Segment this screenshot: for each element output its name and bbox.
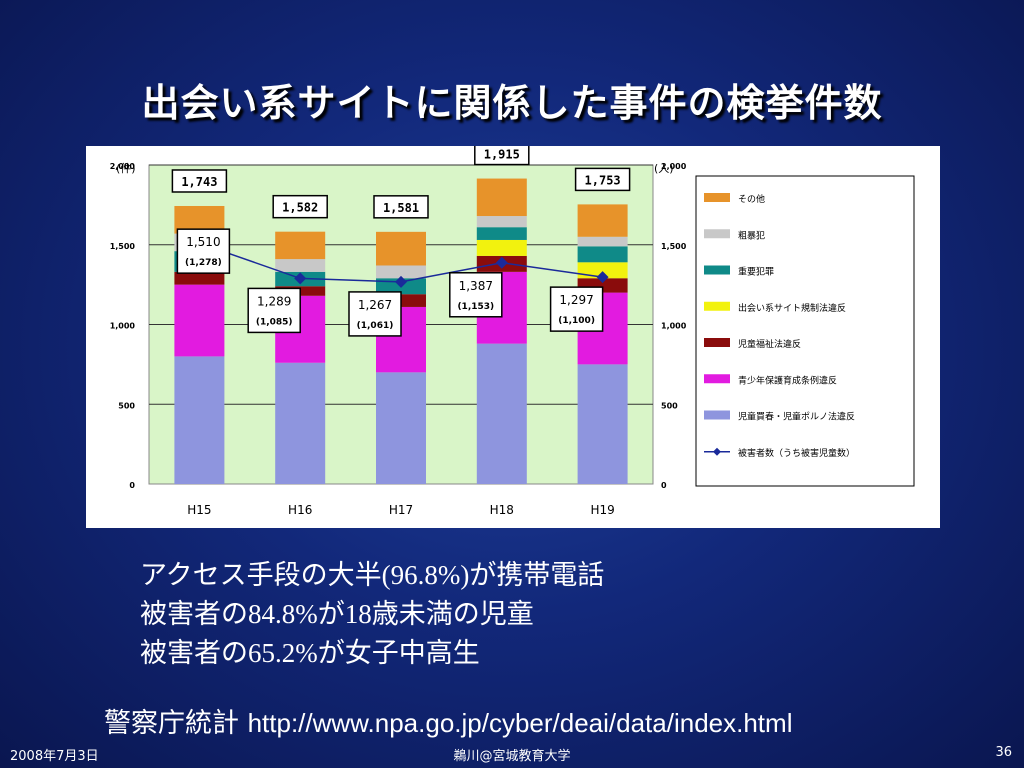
- victims-child-label: (1,153): [457, 302, 494, 312]
- victims-point: [596, 271, 609, 284]
- source-label: 警察庁統計: [104, 708, 239, 739]
- bullet-victims-under-18: 被害者の84.8%が18歳未満の児童: [140, 599, 534, 630]
- y-left-tick-label: 0: [129, 481, 135, 490]
- total-label: 1,582: [282, 201, 318, 215]
- total-label: 1,753: [585, 173, 621, 187]
- bar-segment: [376, 231, 426, 266]
- total-box: [171, 169, 228, 193]
- victims-point: [495, 256, 508, 269]
- bar-segment: [577, 236, 628, 247]
- source-citation: 警察庁統計 http://www.npa.go.jp/cyber/deai/da…: [104, 701, 792, 740]
- legend-label: 児童福祉法違反: [738, 338, 801, 350]
- victims-point: [395, 275, 407, 288]
- bar-segment: [476, 227, 527, 240]
- bar-segment: [577, 364, 628, 484]
- total-box: [574, 167, 631, 192]
- legend-box: [695, 175, 915, 487]
- x-tick-label: H16: [288, 503, 312, 517]
- footer-date: 2008年7月3日: [10, 749, 99, 764]
- page-number: 36: [995, 745, 1012, 760]
- y-left-tick-label: 500: [118, 401, 135, 410]
- legend-swatch: [704, 338, 730, 347]
- bullet-victims-female-students: 被害者の65.2%が女子中高生: [140, 638, 480, 669]
- total-box: [373, 195, 429, 219]
- bar-segment: [275, 259, 326, 272]
- legend-label: 粗暴犯: [738, 229, 765, 241]
- victims-child-label: (1,278): [185, 258, 222, 268]
- victims-label: 1,510: [186, 235, 220, 249]
- victims-label-box: [176, 228, 231, 274]
- legend-line-marker: [713, 447, 721, 456]
- victims-point: [294, 272, 307, 285]
- legend-swatch: [704, 410, 730, 420]
- victims-label-box: [247, 287, 301, 334]
- legend-label: 重要犯罪: [738, 266, 774, 278]
- bar-segment: [476, 343, 527, 484]
- bar-segment: [577, 204, 628, 237]
- y-right-tick-label: 2,000: [661, 162, 687, 171]
- bar-segment: [476, 239, 527, 256]
- victims-label-box: [348, 291, 402, 337]
- legend-label: 児童買春・児童ポルノ法違反: [738, 411, 855, 423]
- bar-segment: [376, 265, 426, 279]
- total-label: 1,743: [181, 175, 217, 189]
- bar-segment: [174, 284, 225, 357]
- legend-label: 出会い系サイト規制法違反: [738, 302, 846, 314]
- total-label: 1,581: [383, 201, 419, 215]
- y-right-unit: (人): [654, 162, 674, 175]
- bar-segment: [275, 231, 326, 260]
- victims-label: 1,297: [559, 293, 593, 307]
- victims-label: 1,289: [257, 294, 291, 308]
- legend-swatch: [704, 265, 730, 275]
- victims-child-label: (1,100): [558, 316, 595, 326]
- bar-segment: [577, 246, 628, 263]
- victims-label-box: [449, 272, 503, 318]
- y-right-tick-label: 1,000: [661, 322, 687, 331]
- x-tick-label: H15: [187, 503, 211, 517]
- chart-panel: 0 0 500 500 1,000 1,000 1,500 1,500 2,000 2,000 (件…: [86, 146, 940, 528]
- legend-swatch: [704, 374, 730, 384]
- y-left-unit: (件): [116, 162, 136, 175]
- legend-label: その他: [738, 193, 765, 205]
- total-label: 1,915: [484, 148, 520, 162]
- y-left-tick-label: 1,500: [110, 242, 136, 251]
- x-tick-label: H17: [389, 503, 413, 517]
- victims-label: 1,387: [459, 279, 493, 293]
- y-right-tick-label: 1,500: [661, 242, 687, 251]
- victims-label-box: [549, 286, 604, 332]
- legend-swatch: [704, 193, 730, 202]
- bullet-access-mobile: アクセス手段の大半(96.8%)が携帯電話: [140, 560, 605, 591]
- bar-segment: [577, 262, 628, 279]
- y-left-tick-label: 1,000: [110, 322, 136, 331]
- bar-segment: [476, 178, 527, 217]
- bullet-list: アクセス手段の大半(96.8%)が携帯電話 被害者の84.8%が18歳未満の児童…: [140, 556, 604, 673]
- total-box: [474, 146, 530, 166]
- bar-segment: [376, 372, 426, 484]
- legend-label: 被害者数（うち被害児童数）: [738, 447, 855, 459]
- y-right-tick-label: 500: [661, 401, 678, 410]
- victims-child-label: (1,061): [357, 321, 394, 331]
- x-tick-label: H19: [590, 503, 614, 517]
- bar-segment: [476, 216, 527, 228]
- legend-swatch: [704, 229, 730, 239]
- source-url-link[interactable]: http://www.npa.go.jp/cyber/deai/data/ind…: [247, 708, 793, 738]
- y-right-tick-label: 0: [661, 481, 667, 490]
- slide-title: 出会い系サイトに関係した事件の検挙件数: [141, 81, 883, 125]
- bar-segment: [174, 356, 225, 484]
- legend-label: 青少年保護育成条例違反: [738, 374, 837, 386]
- x-tick-label: H18: [490, 503, 514, 517]
- bar-segment: [174, 271, 225, 285]
- bar-segment: [275, 362, 326, 484]
- total-box: [272, 194, 328, 219]
- legend-swatch: [704, 301, 730, 311]
- victims-child-label: (1,085): [256, 317, 293, 327]
- footer-author: 鵜川@宮城教育大学: [453, 749, 571, 764]
- victims-label: 1,267: [358, 298, 392, 312]
- y-left-tick-label: 2,000: [110, 162, 136, 171]
